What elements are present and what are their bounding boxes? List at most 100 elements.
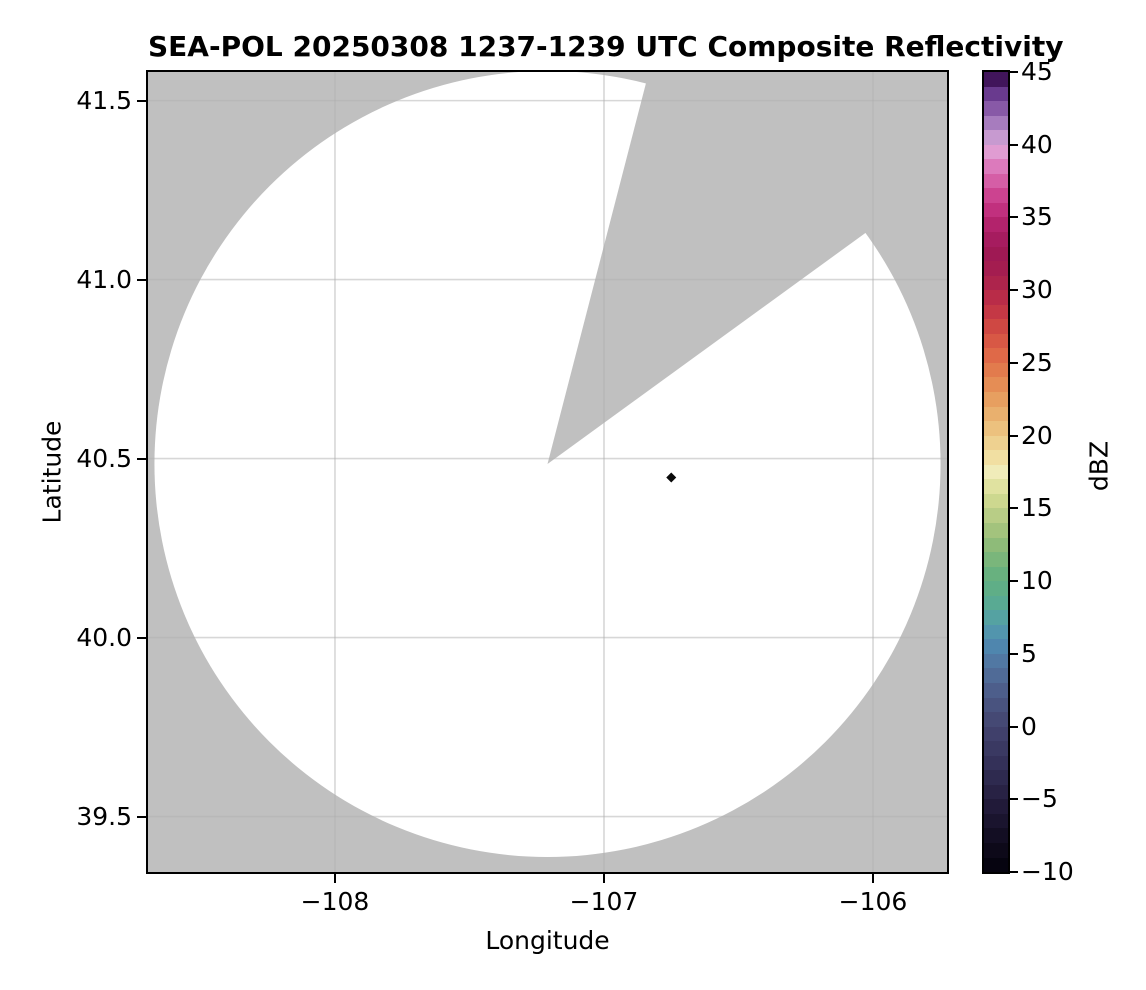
colorbar-band [984, 450, 1008, 465]
colorbar-band [984, 115, 1008, 131]
colorbar-band [984, 217, 1008, 233]
colorbar-band [984, 173, 1008, 189]
colorbar-band [984, 406, 1008, 422]
colorbar-tick-mark [1010, 361, 1018, 364]
colorbar-label: dBZ [1084, 440, 1114, 492]
colorbar-tick-label: 35 [1021, 202, 1053, 232]
blocked-sector [547, 72, 947, 464]
colorbar-band [984, 188, 1008, 203]
colorbar-tick-label: 10 [1021, 566, 1053, 596]
colorbar-band [984, 552, 1008, 567]
colorbar-band [984, 304, 1008, 320]
colorbar-tick-label: −10 [1021, 857, 1074, 886]
y-tick-mark [137, 278, 146, 281]
y-tick-label: 40.5 [76, 443, 132, 473]
colorbar-band [984, 813, 1008, 829]
colorbar-tick-mark [1010, 725, 1018, 728]
radar-coverage-map [148, 72, 947, 872]
colorbar-band [984, 232, 1008, 247]
colorbar-band [984, 333, 1008, 349]
colorbar-band [984, 726, 1008, 742]
colorbar-tick-mark [1010, 289, 1018, 292]
x-tick-mark [872, 874, 875, 883]
colorbar-band [984, 202, 1008, 218]
x-tick-label: −108 [300, 887, 370, 916]
y-axis-label: Latitude [37, 420, 67, 524]
colorbar-band [984, 712, 1008, 727]
colorbar-band [984, 522, 1008, 538]
y-tick-mark [137, 457, 146, 460]
colorbar-tick-mark [1010, 434, 1018, 437]
colorbar-tick-label: 5 [1021, 638, 1037, 668]
map-panel [146, 70, 949, 874]
x-axis-label: Longitude [485, 926, 610, 955]
colorbar-band [984, 72, 1008, 87]
colorbar [982, 70, 1010, 874]
y-tick-mark [137, 636, 146, 639]
colorbar-band [984, 144, 1008, 160]
colorbar-tick-mark [1010, 871, 1018, 873]
colorbar-band [984, 101, 1008, 116]
x-tick-mark [602, 874, 605, 883]
colorbar-tick-label: 20 [1021, 420, 1053, 450]
colorbar-band [984, 479, 1008, 494]
colorbar-band [984, 435, 1008, 451]
y-tick-label: 40.0 [76, 622, 132, 652]
colorbar-band [984, 464, 1008, 480]
colorbar-band [984, 566, 1008, 582]
x-tick-mark [333, 874, 336, 883]
colorbar-tick-label: 0 [1021, 711, 1037, 741]
colorbar-band [984, 639, 1008, 654]
colorbar-tick-mark [1010, 652, 1018, 655]
colorbar-band [984, 508, 1008, 523]
colorbar-band [984, 668, 1008, 683]
colorbar-band [984, 537, 1008, 553]
colorbar-tick-label: −5 [1021, 784, 1058, 814]
colorbar-tick-label: 45 [1021, 57, 1053, 86]
colorbar-band [984, 799, 1008, 814]
colorbar-band [984, 624, 1008, 640]
colorbar-band [984, 653, 1008, 669]
colorbar-band [984, 610, 1008, 625]
colorbar-band [984, 377, 1008, 393]
colorbar-band [984, 741, 1008, 756]
colorbar-band [984, 86, 1008, 102]
colorbar-band [984, 857, 1008, 873]
y-tick-label: 41.5 [76, 85, 132, 115]
colorbar-band [984, 130, 1008, 145]
colorbar-band [984, 493, 1008, 509]
colorbar-band [984, 682, 1008, 698]
colorbar-tick-mark [1010, 216, 1018, 219]
colorbar-band [984, 319, 1008, 334]
echo-point-marker [666, 472, 677, 483]
colorbar-band [984, 290, 1008, 305]
colorbar-band [984, 828, 1008, 843]
colorbar-band [984, 261, 1008, 276]
colorbar-band [984, 697, 1008, 713]
colorbar-band [984, 246, 1008, 262]
colorbar-band [984, 595, 1008, 611]
y-tick-label: 39.5 [76, 801, 132, 831]
colorbar-band [984, 392, 1008, 407]
y-tick-label: 41.0 [76, 264, 132, 294]
colorbar-band [984, 275, 1008, 291]
colorbar-tick-mark [1010, 580, 1018, 583]
colorbar-band [984, 581, 1008, 596]
colorbar-band [984, 421, 1008, 436]
colorbar-tick-mark [1010, 507, 1018, 510]
colorbar-tick-mark [1010, 798, 1018, 801]
colorbar-band [984, 755, 1008, 771]
colorbar-tick-label: 25 [1021, 347, 1053, 377]
colorbar-band [984, 770, 1008, 785]
colorbar-tick-label: 40 [1021, 129, 1053, 159]
x-tick-label: −106 [838, 887, 908, 916]
colorbar-tick-mark [1010, 71, 1018, 73]
colorbar-band [984, 362, 1008, 378]
y-tick-mark [137, 99, 146, 102]
y-tick-mark [137, 815, 146, 818]
colorbar-tick-label: 15 [1021, 493, 1053, 523]
colorbar-band [984, 784, 1008, 800]
x-tick-label: −107 [569, 887, 639, 916]
chart-title: SEA-POL 20250308 1237-1239 UTC Composite… [148, 30, 1064, 63]
